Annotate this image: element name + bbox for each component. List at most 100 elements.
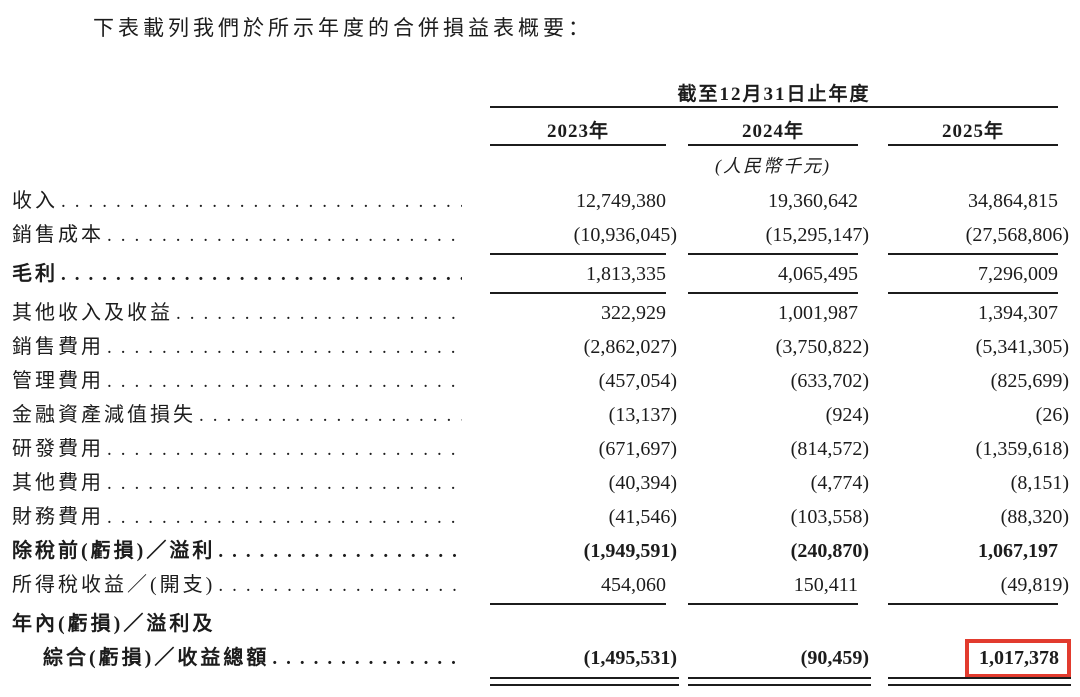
cell-2024: (240,870) [666,534,869,568]
table-row: 其他收入及收益 322,929 1,001,987 1,394,307 [12,296,1058,330]
value-text: (90,459) [800,647,869,669]
table-row: 收入 12,749,380 19,360,642 34,864,815 [12,184,1058,218]
cell-2025: (26) [858,398,1069,432]
row-label-text: 綜合(虧損)／收益總額 [43,647,270,669]
column-rule-2025 [888,144,1058,146]
value-text: (26) [1035,404,1069,426]
row-label: 其他收入及收益 [12,296,462,330]
dot-leader [199,398,462,432]
dot-leader [61,257,462,291]
column-rule-2023 [490,144,666,146]
row-label-text: 銷售費用 [12,336,104,358]
table-row: 研發費用 (671,697) (814,572) (1,359,618) [12,432,1069,466]
cell-2023: (1,949,591) [462,534,677,568]
column-header-2023: 2023年 [546,121,609,142]
value-text: (2,862,027) [583,336,677,358]
value-text: (240,870) [790,540,869,562]
value-text: (814,572) [790,438,869,460]
cell-2023: 12,749,380 [462,184,666,218]
row-label-text: 收入 [12,190,58,212]
row-label: 綜合(虧損)／收益總額 [12,641,462,675]
row-label: 財務費用 [12,500,462,534]
cell-2025: (27,568,806) [858,218,1069,255]
value-text: 19,360,642 [768,190,858,212]
cell-2025: (8,151) [858,466,1069,500]
row-label: 銷售費用 [12,330,462,364]
row-label-text: 管理費用 [12,370,104,392]
row-label: 金融資產減值損失 [12,398,462,432]
value-text: 34,864,815 [968,190,1058,212]
column-header-2024: 2024年 [741,121,804,142]
value-text: 4,065,495 [778,263,858,285]
cell-2023: (1,495,531) [462,641,679,686]
dot-leader [272,641,462,675]
value-text: 454,060 [601,574,666,596]
cell-2023: (457,054) [462,364,677,398]
value-text: (4,774) [810,472,869,494]
row-label: 收入 [12,184,462,218]
row-label-text: 其他收入及收益 [12,302,173,324]
cell-2025: 7,296,009 [858,257,1058,294]
value-text: 150,411 [793,574,858,596]
table-row-label-continued: 年內(虧損)／溢利及 [12,607,1058,641]
value-text: 7,296,009 [978,263,1058,285]
value-text: (13,137) [608,404,677,426]
header-rule [490,106,1058,108]
dot-leader [107,500,462,534]
row-label-text: 所得稅收益／(開支) [12,574,216,596]
value-text: 322,929 [601,302,666,324]
row-label: 所得稅收益／(開支) [12,568,462,602]
dot-leader [61,184,462,218]
cell-2024: (814,572) [666,432,869,466]
cell-2025: 34,864,815 [858,184,1058,218]
row-label: 除稅前(虧損)／溢利 [12,534,462,568]
value-text: (27,568,806) [965,224,1069,246]
cell-2023: 322,929 [462,296,666,330]
cell-2024: 1,001,987 [666,296,858,330]
dot-leader [176,296,462,330]
table-row: 除稅前(虧損)／溢利 (1,949,591) (240,870) 1,067,197 [12,534,1058,568]
value-text: (1,359,618) [975,438,1069,460]
value-text: (924) [825,404,869,426]
dot-leader [107,330,462,364]
value-text: 1,394,307 [978,302,1058,324]
cell-2025: (49,819) [858,568,1069,605]
dot-leader [218,568,462,602]
value-text: (1,949,591) [583,540,677,562]
value-text: (671,697) [598,438,677,460]
row-label: 研發費用 [12,432,462,466]
value-text: 1,067,197 [978,540,1058,562]
value-text: (15,295,147) [765,224,869,246]
table-row: 毛利 1,813,335 4,065,495 7,296,009 [12,257,1058,294]
currency-unit-note: (人民幣千元) [715,156,831,176]
cell-2023: 1,813,335 [462,257,666,294]
row-label-text: 毛利 [12,263,58,285]
row-label-text: 其他費用 [12,472,104,494]
table-row: 所得稅收益／(開支) 454,060 150,411 (49,819) [12,568,1069,605]
cell-2024: 4,065,495 [666,257,858,294]
value-text: (88,320) [1000,506,1069,528]
cell-2024: (924) [666,398,869,432]
row-label: 管理費用 [12,364,462,398]
cell-2023: (10,936,045) [462,218,677,255]
cell-2025: (88,320) [858,500,1069,534]
value-text: 1,001,987 [778,302,858,324]
value-text: 1,813,335 [586,263,666,285]
cell-2023: (13,137) [462,398,677,432]
row-label-text: 除稅前(虧損)／溢利 [12,540,216,562]
cell-2023: (2,862,027) [462,330,677,364]
cell-2023: (671,697) [462,432,677,466]
dot-leader [218,534,462,568]
cell-2025: (825,699) [858,364,1069,398]
cell-2024: (4,774) [666,466,869,500]
table-row: 其他費用 (40,394) (4,774) (8,151) [12,466,1069,500]
red-highlight-box: 1,017,378 [965,639,1071,678]
cell-2024: (90,459) [666,641,871,686]
cell-2025: (5,341,305) [858,330,1069,364]
table-row: 財務費用 (41,546) (103,558) (88,320) [12,500,1069,534]
value-text: 12,749,380 [576,190,666,212]
intro-sentence: 下表載列我們於所示年度的合併損益表概要： [93,16,593,40]
row-label-text: 銷售成本 [12,224,104,246]
cell-2024: (3,750,822) [666,330,869,364]
row-label: 年內(虧損)／溢利及 [12,607,462,641]
